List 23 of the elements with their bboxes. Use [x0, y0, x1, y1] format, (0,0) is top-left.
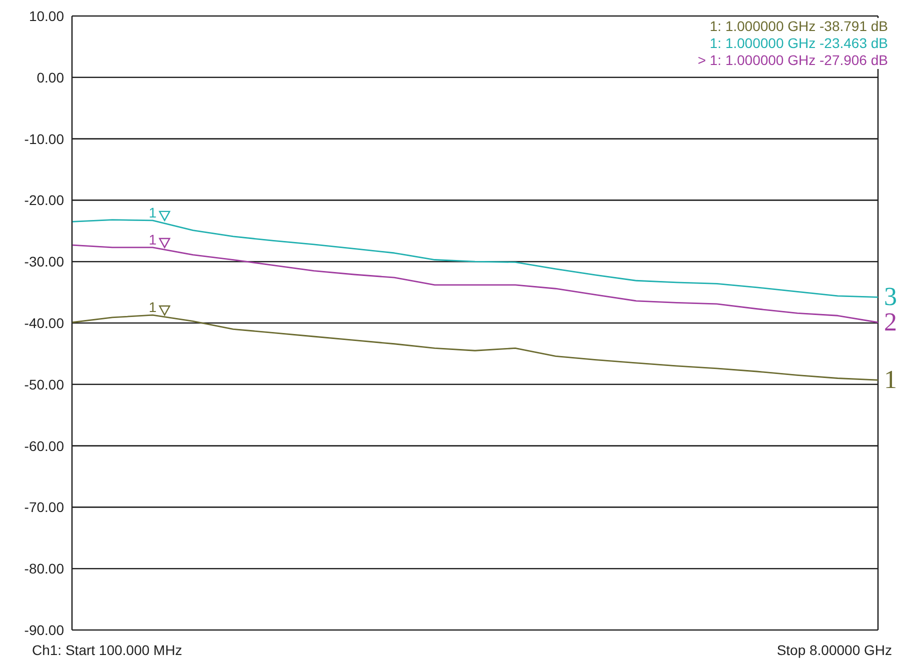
- line-series: [72, 219, 878, 298]
- y-tick-label: 0.00: [36, 69, 64, 86]
- y-tick-label: -90.00: [24, 622, 64, 638]
- y-tick-label: -70.00: [24, 499, 64, 516]
- annotation: > 1: 1.000000 GHz -27.906 dB: [698, 52, 888, 69]
- y-tick-label: -50.00: [24, 376, 64, 392]
- y-tick-label: -80.00: [24, 560, 64, 577]
- text: 1: [884, 365, 897, 394]
- annotation: 1: 1.000000 GHz -38.791 dB: [708, 18, 888, 35]
- annotation: 1: 1.000000 GHz -23.463 dB: [708, 35, 888, 52]
- annotation: 1: [148, 231, 157, 248]
- y-tick-label: -40.00: [24, 314, 64, 331]
- text: Stop 8.00000 GHz: [776, 642, 892, 658]
- legend-label: 1: [148, 299, 157, 316]
- line-series: [72, 314, 878, 381]
- y-tick-label: -10.00: [24, 130, 64, 147]
- line-series: [72, 244, 878, 324]
- y-tick-label: -20.00: [24, 192, 64, 208]
- y-tick-label: 10.00: [28, 8, 64, 24]
- text: Ch1: Start 100.000 MHz: [32, 642, 182, 658]
- annotation: 1: [148, 204, 157, 220]
- y-tick-label: -60.00: [24, 438, 64, 454]
- y-tick-label: -30.00: [24, 254, 64, 270]
